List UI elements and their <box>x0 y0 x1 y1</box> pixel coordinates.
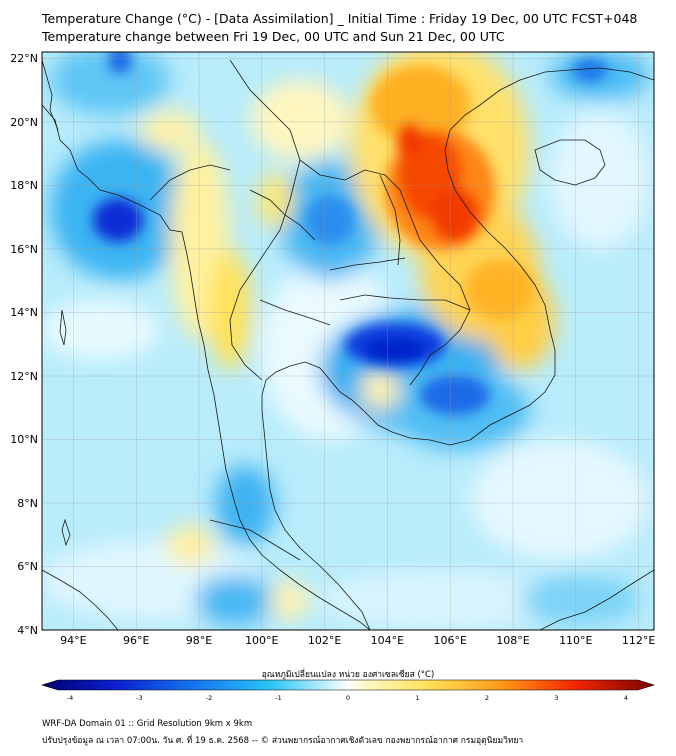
colorbar-label: อุณหภูมิเปลี่ยนแปลง หน่วย องศาเซลเซียส (… <box>262 668 435 680</box>
lat-tick: 14°N <box>10 306 38 319</box>
colorbar-tick: 0 <box>346 694 350 702</box>
lon-tick: 110°E <box>559 634 592 647</box>
update-credit: ปรับปรุงข้อมูล ณ เวลา 07:00น. วัน ศ. ที่… <box>42 736 524 746</box>
colorbar-tick: -3 <box>136 694 142 702</box>
lon-tick: 104°E <box>371 634 404 647</box>
colorbar-ticks: -4 -3 -2 -1 0 1 2 3 4 <box>67 694 628 702</box>
lat-tick: 18°N <box>10 179 38 192</box>
coastlines-borders <box>42 59 654 630</box>
colorbar-tick: -2 <box>206 694 212 702</box>
temperature-field <box>42 52 654 630</box>
lon-tick: 100°E <box>245 634 278 647</box>
colorbar-tick: 1 <box>415 694 419 702</box>
colorbar-tick: 4 <box>624 694 628 702</box>
colorbar-tick: -1 <box>275 694 281 702</box>
lon-tick: 94°E <box>60 634 86 647</box>
lat-tick: 22°N <box>10 52 38 65</box>
colorbar <box>40 679 656 691</box>
lat-tick: 12°N <box>10 370 38 383</box>
lon-tick: 98°E <box>186 634 212 647</box>
map-title: Temperature Change (°C) - [Data Assimila… <box>42 11 638 26</box>
lat-tick: 10°N <box>10 433 38 446</box>
colorbar-tick: 2 <box>485 694 489 702</box>
lon-tick: 106°E <box>433 634 466 647</box>
lat-tick: 4°N <box>17 624 38 637</box>
model-info: WRF-DA Domain 01 :: Grid Resolution 9km … <box>42 719 253 729</box>
lat-tick: 6°N <box>17 560 38 573</box>
colorbar-tick: -4 <box>67 694 73 702</box>
colorbar-tick: 3 <box>554 694 558 702</box>
lat-axis: 22°N 20°N 18°N 16°N 14°N 12°N 10°N 8°N 6… <box>10 52 38 637</box>
lon-tick: 112°E <box>622 634 655 647</box>
lon-tick: 96°E <box>123 634 149 647</box>
lon-tick: 108°E <box>496 634 529 647</box>
lon-tick: 102°E <box>308 634 341 647</box>
lat-tick: 8°N <box>17 497 38 510</box>
map-frame <box>41 51 655 631</box>
lat-tick: 20°N <box>10 116 38 129</box>
graticule <box>42 52 654 630</box>
map-subtitle: Temperature change between Fri 19 Dec, 0… <box>42 29 505 44</box>
lon-axis: 94°E 96°E 98°E 100°E 102°E 104°E 106°E 1… <box>60 634 655 647</box>
lat-tick: 16°N <box>10 243 38 256</box>
